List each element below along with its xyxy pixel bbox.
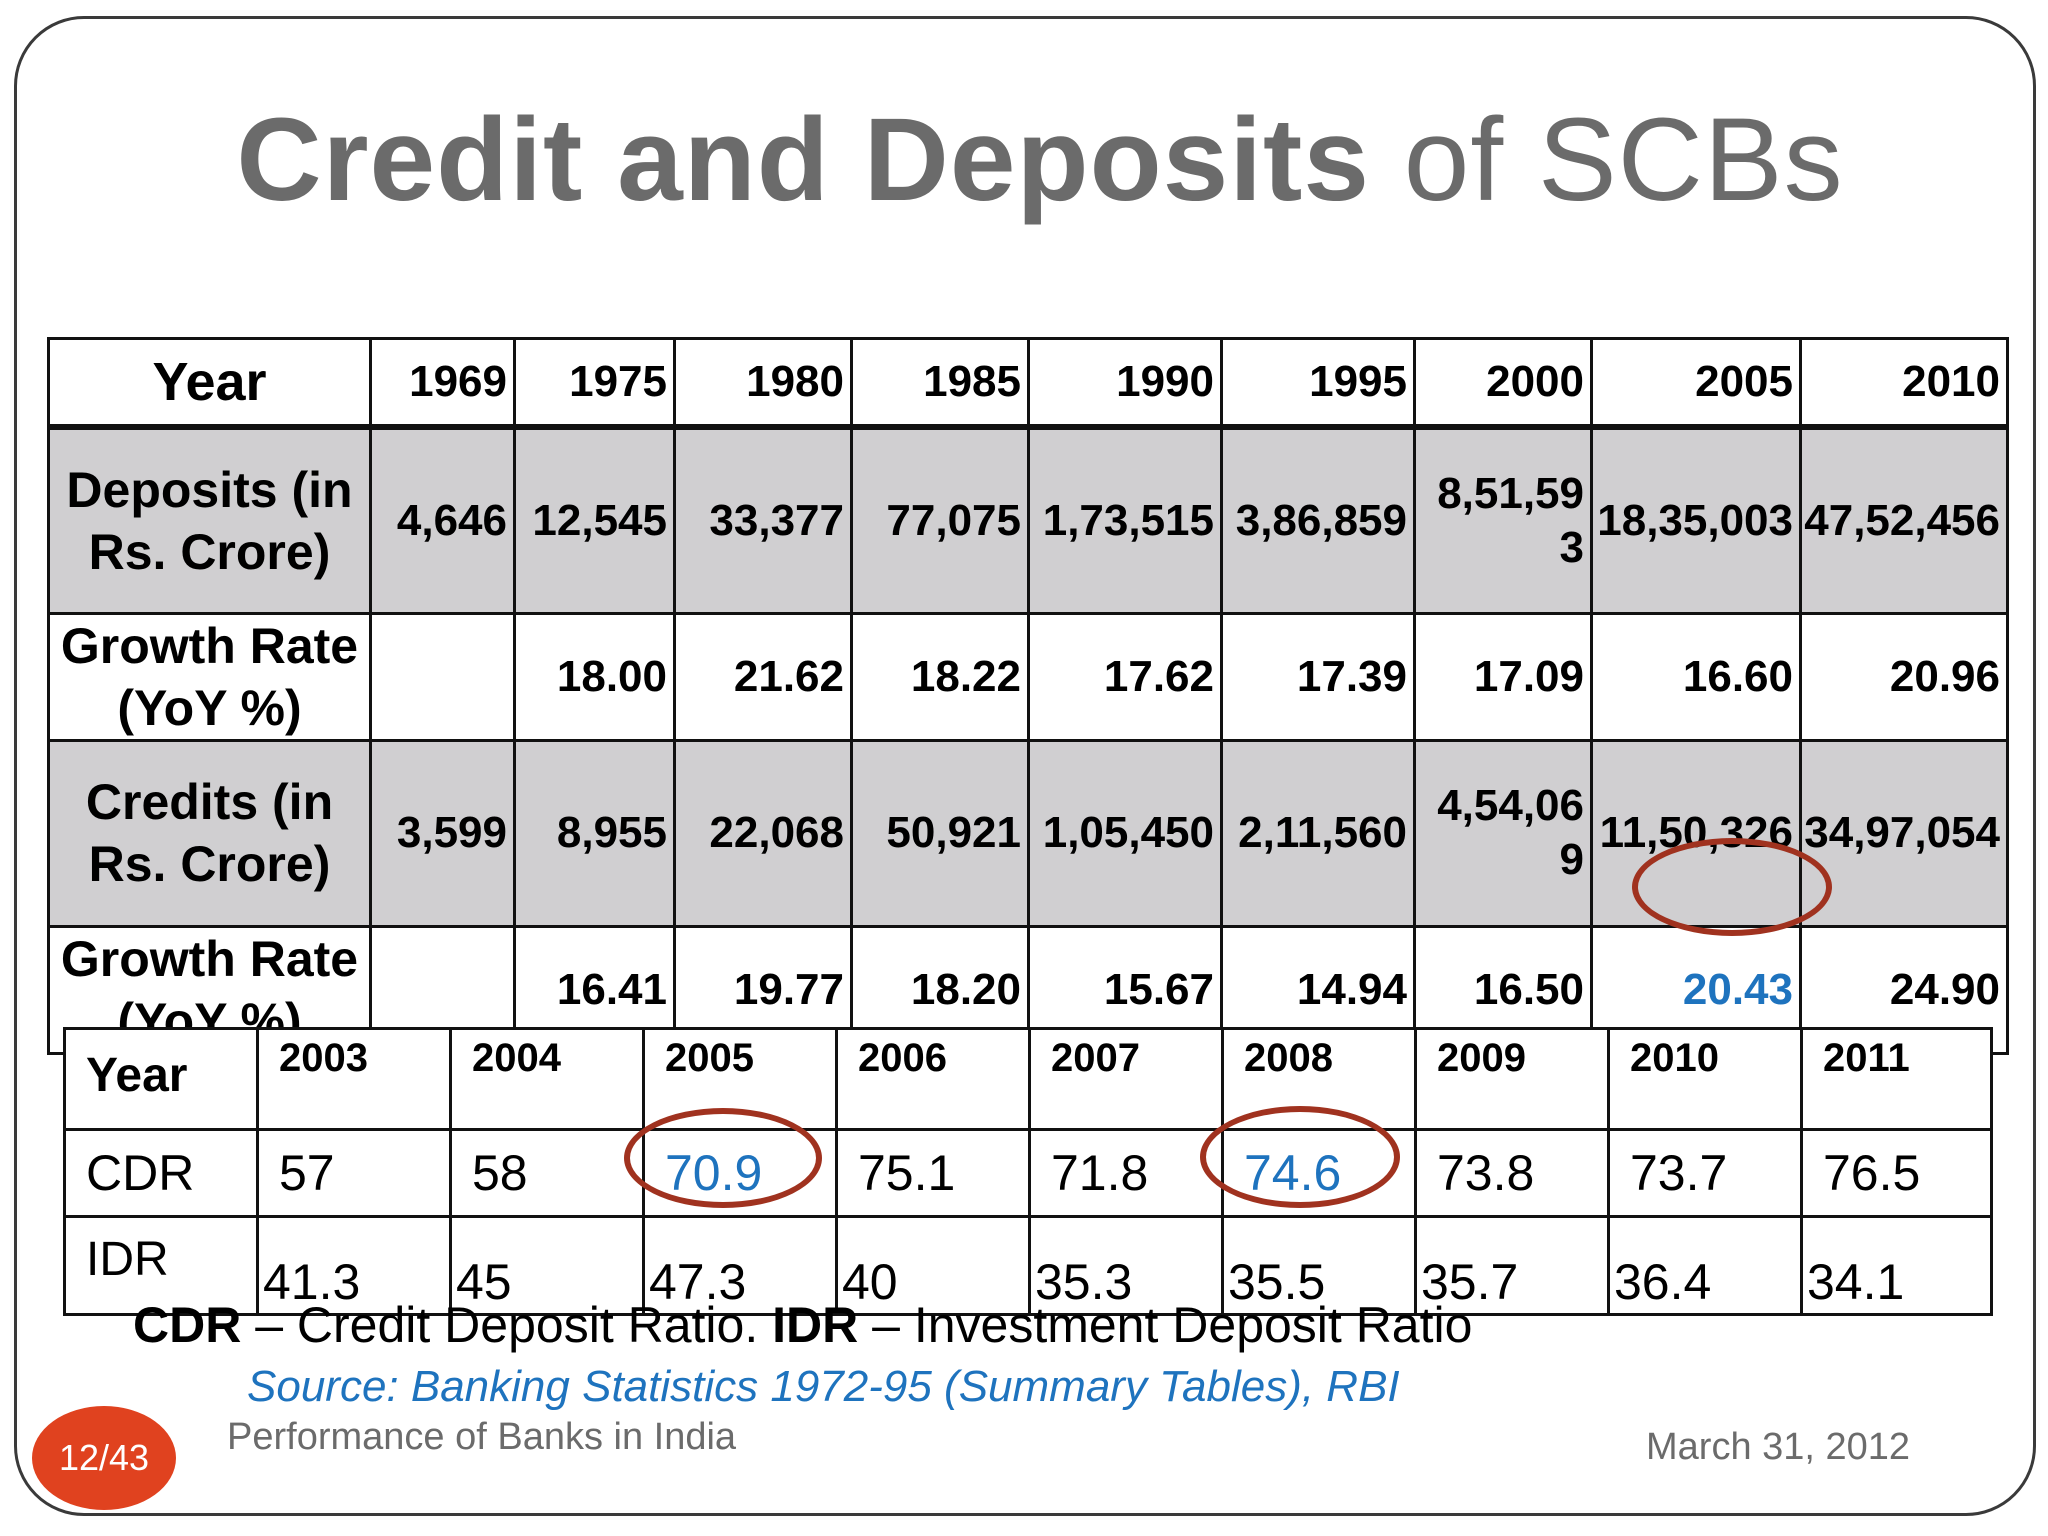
credits-cell: 50,921: [850, 738, 1030, 928]
slide-number-badge: 12/43: [32, 1406, 176, 1510]
ratio-year-cell: 2010: [1607, 1027, 1803, 1131]
deposit-growth-cell: 17.09: [1413, 611, 1593, 742]
cdr-cell: 58: [449, 1128, 645, 1218]
year-cell: 1995: [1220, 337, 1416, 429]
ratio-year-cell: 2003: [256, 1027, 452, 1131]
legend-cdr-text: – Credit Deposit Ratio.: [241, 1297, 773, 1353]
deposits-cell: 4,646: [369, 425, 516, 615]
cdr-cell: 73.7: [1607, 1128, 1803, 1218]
year-cell: 1990: [1027, 337, 1223, 429]
year-cell: 2010: [1799, 337, 2009, 429]
deposits-cell: 3,86,859: [1220, 425, 1416, 615]
source-citation: Source: Banking Statistics 1972-95 (Summ…: [247, 1362, 1400, 1411]
deposits-cell: 47,52,456: [1799, 425, 2009, 615]
abbreviation-legend: CDR – Credit Deposit Ratio. IDR – Invest…: [133, 1296, 1472, 1354]
deposit-growth-cell: 17.62: [1027, 611, 1223, 742]
deposits-cell: 1,73,515: [1027, 425, 1223, 615]
idr-cell: 36.4: [1607, 1215, 1803, 1316]
ratio-year-cell: 2007: [1028, 1027, 1224, 1131]
ratio-year-cell: 2011: [1800, 1027, 1993, 1131]
year-cell: 1980: [673, 337, 853, 429]
idr-cell: 35.5: [1221, 1215, 1417, 1316]
idr-cell: 35.3: [1028, 1215, 1224, 1316]
deposits-cell: 77,075: [850, 425, 1030, 615]
year-cell: 1985: [850, 337, 1030, 429]
year-cell: 1975: [513, 337, 676, 429]
ratio-year-cell: 2004: [449, 1027, 645, 1131]
idr-cell: 45: [449, 1215, 645, 1316]
credits-cell: 34,97,054: [1799, 738, 2009, 928]
credits-cell: 3,599: [369, 738, 516, 928]
cdr-idr-table: Year 2003 2004 2005 2006 2007 2008 2009 …: [63, 1027, 1993, 1316]
cdr-label: CDR: [63, 1128, 259, 1218]
year-header-label: Year: [47, 337, 372, 429]
ratio-year-label: Year: [63, 1027, 259, 1131]
year-cell: 2005: [1590, 337, 1802, 429]
slide-title-rest: of SCBs: [1403, 94, 1844, 226]
credits-cell: 1,05,450: [1027, 738, 1223, 928]
cdr-cell-highlighted: 74.6: [1221, 1128, 1417, 1218]
credits-cell: 11,50,326: [1590, 738, 1802, 928]
deposit-growth-cell: 21.62: [673, 611, 853, 742]
deposit-growth-row: Growth Rate (YoY %) 18.00 21.62 18.22 17…: [47, 611, 2009, 742]
ratio-year-cell: 2006: [835, 1027, 1031, 1131]
ratio-year-cell: 2008: [1221, 1027, 1417, 1131]
year-cell: 1969: [369, 337, 516, 429]
cdr-cell: 76.5: [1800, 1128, 1993, 1218]
deposit-growth-cell: 18.00: [513, 611, 676, 742]
credits-cell: 8,955: [513, 738, 676, 928]
ratio-year-cell: 2009: [1414, 1027, 1610, 1131]
deposits-label: Deposits (in Rs. Crore): [47, 425, 372, 615]
deposit-growth-cell: [369, 611, 516, 742]
ratio-year-cell: 2005: [642, 1027, 838, 1131]
credits-cell: 4,54,069: [1413, 738, 1593, 928]
deposit-growth-label: Growth Rate (YoY %): [47, 611, 372, 742]
slide-title-bold: Credit and Deposits: [236, 94, 1370, 226]
idr-row: IDR 41.3 45 47.3 40 35.3 35.5 35.7 36.4 …: [63, 1215, 1993, 1316]
credits-row: Credits (in Rs. Crore) 3,599 8,955 22,06…: [47, 738, 2009, 928]
cdr-cell: 75.1: [835, 1128, 1031, 1218]
deposits-credits-table: Year 1969 1975 1980 1985 1990 1995 2000 …: [47, 337, 2009, 1055]
ratio-year-row: Year 2003 2004 2005 2006 2007 2008 2009 …: [63, 1027, 1993, 1131]
legend-cdr-abbr: CDR: [133, 1297, 242, 1353]
cdr-row: CDR 57 58 70.9 75.1 71.8 74.6 73.8 73.7 …: [63, 1128, 1993, 1218]
deposit-growth-cell: 17.39: [1220, 611, 1416, 742]
idr-cell: 34.1: [1800, 1215, 1993, 1316]
deposits-cell: 18,35,003: [1590, 425, 1802, 615]
deposits-row: Deposits (in Rs. Crore) 4,646 12,545 33,…: [47, 425, 2009, 615]
idr-cell: 35.7: [1414, 1215, 1610, 1316]
legend-idr-text: – Investment Deposit Ratio: [858, 1297, 1473, 1353]
deposits-cell: 8,51,593: [1413, 425, 1593, 615]
deposits-cell: 12,545: [513, 425, 676, 615]
idr-cell: 41.3: [256, 1215, 452, 1316]
cdr-cell: 73.8: [1414, 1128, 1610, 1218]
idr-label: IDR: [63, 1215, 259, 1316]
footer-date: March 31, 2012: [1646, 1426, 1911, 1468]
deposit-growth-cell: 18.22: [850, 611, 1030, 742]
credits-cell: 2,11,560: [1220, 738, 1416, 928]
footer-presentation-title: Performance of Banks in India: [227, 1416, 737, 1458]
credits-label: Credits (in Rs. Crore): [47, 738, 372, 928]
header-row: Year 1969 1975 1980 1985 1990 1995 2000 …: [47, 337, 2009, 429]
idr-cell: 40: [835, 1215, 1031, 1316]
cdr-cell-highlighted: 70.9: [642, 1128, 838, 1218]
legend-idr-abbr: IDR: [772, 1297, 859, 1353]
year-cell: 2000: [1413, 337, 1593, 429]
idr-cell: 47.3: [642, 1215, 838, 1316]
deposits-cell: 33,377: [673, 425, 853, 615]
cdr-cell: 71.8: [1028, 1128, 1224, 1218]
credits-cell: 22,068: [673, 738, 853, 928]
slide-title: Credit and Deposits of SCBs: [0, 92, 2048, 228]
deposit-growth-cell: 16.60: [1590, 611, 1802, 742]
cdr-cell: 57: [256, 1128, 452, 1218]
deposit-growth-cell: 20.96: [1799, 611, 2009, 742]
